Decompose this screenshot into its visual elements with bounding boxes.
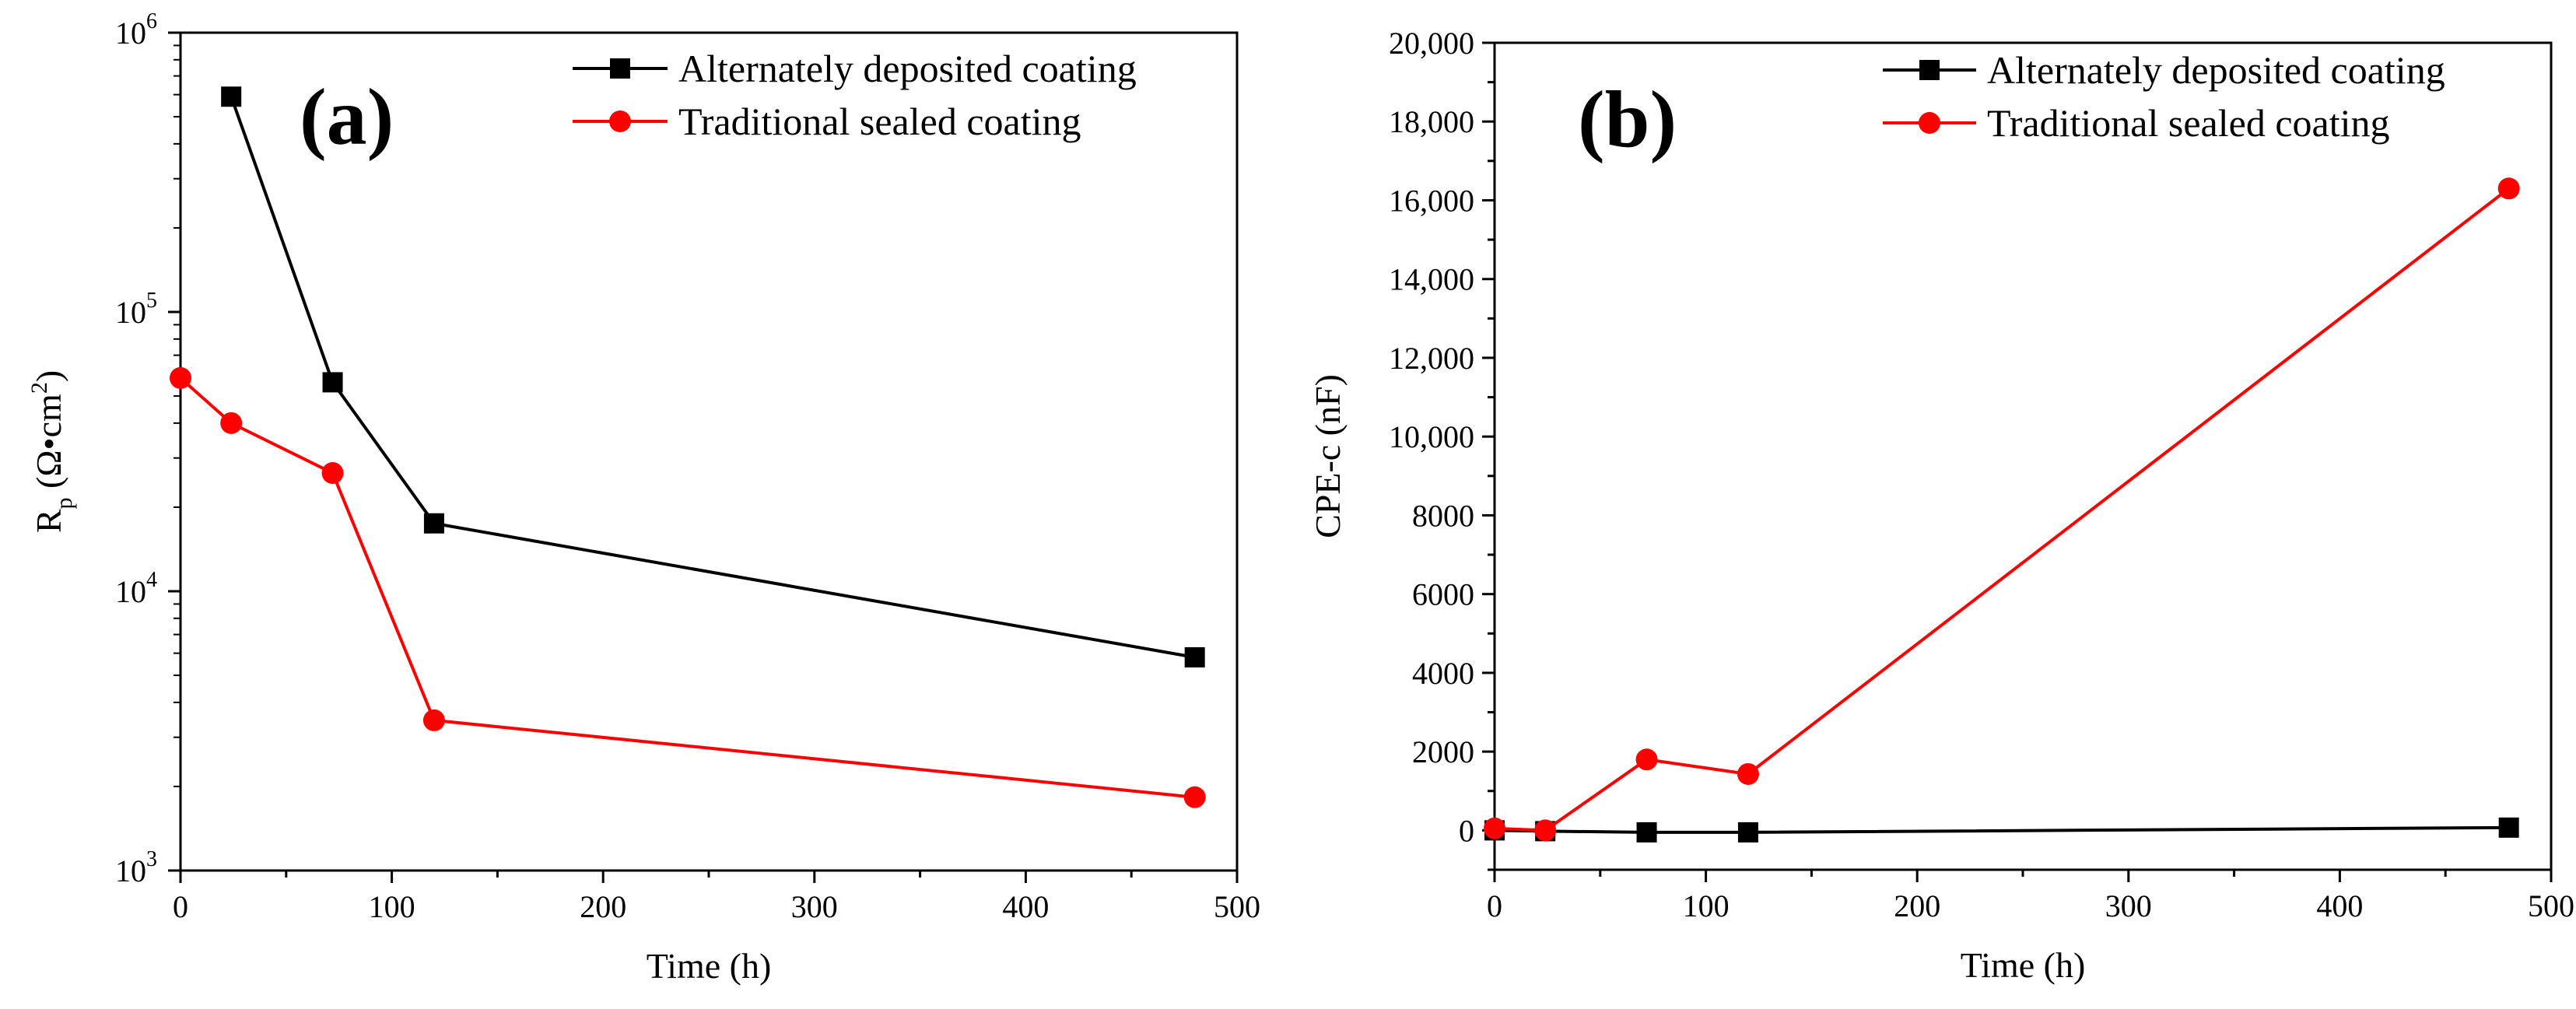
- series-line-1: [1494, 187, 2510, 832]
- y-axis-title-ylabel: R: [29, 509, 68, 533]
- panel-label: (a): [300, 72, 394, 162]
- y-tick-label: 8000: [1412, 498, 1474, 533]
- y-tick-exponent: 5: [146, 289, 157, 313]
- legend-marker-circle: [609, 110, 631, 132]
- legend-label: Traditional sealed coating: [1987, 101, 2389, 145]
- data-point-circle: [1534, 819, 1557, 842]
- x-axis-title: Time (h): [1961, 945, 2086, 985]
- y-tick-exponent: 6: [146, 9, 157, 33]
- y-tick-label: 16,000: [1389, 183, 1474, 218]
- legend-label: Traditional sealed coating: [678, 100, 1081, 143]
- x-tick-label: 100: [1683, 888, 1730, 923]
- y-tick-label: 104: [115, 568, 157, 609]
- data-point-square: [322, 372, 343, 393]
- panel-label: (b): [1578, 75, 1677, 164]
- data-point-circle: [1737, 762, 1759, 785]
- x-tick-label: 500: [2528, 888, 2574, 923]
- y-axis-title: Rp (Ω•cm2): [26, 370, 77, 533]
- series-line-1: [179, 377, 1195, 799]
- x-tick-label: 100: [369, 889, 415, 924]
- y-tick-exponent: 4: [146, 568, 157, 592]
- y-tick-base: 10: [115, 16, 146, 51]
- x-tick-label: 400: [2316, 888, 2363, 923]
- data-point-square: [1184, 646, 1205, 667]
- data-point-square: [1636, 822, 1657, 843]
- data-point-square: [1737, 822, 1758, 843]
- y-tick-exponent: 3: [146, 847, 157, 871]
- y-axis-title-ylabel-unit: (Ω•cm: [29, 394, 68, 498]
- y-axis-title: CPE-c (nF): [1308, 374, 1348, 538]
- data-point-circle: [2497, 177, 2520, 200]
- data-point-circle: [170, 366, 191, 389]
- legend-label: Alternately deposited coating: [1987, 48, 2445, 92]
- data-point-circle: [422, 709, 445, 731]
- x-tick-label: 0: [173, 889, 188, 924]
- y-tick-label: 18,000: [1389, 104, 1474, 139]
- y-tick-label: 12,000: [1389, 341, 1474, 376]
- x-tick-label: 200: [1894, 888, 1940, 923]
- data-point-circle: [220, 412, 243, 434]
- legend-marker-square: [610, 58, 630, 79]
- y-tick-label: 14,000: [1389, 262, 1474, 297]
- y-axis-title-ylabel-sub: p: [51, 497, 77, 509]
- x-axis-title: Time (h): [647, 946, 772, 986]
- data-point-circle: [1183, 786, 1206, 808]
- series-line-0: [230, 96, 1196, 659]
- y-tick-label: 6000: [1412, 577, 1474, 612]
- y-tick-label: 103: [115, 847, 157, 888]
- legend-label: Alternately deposited coating: [678, 47, 1137, 90]
- y-axis-title-ylabel-sup: 2: [26, 382, 52, 394]
- data-point-square: [423, 513, 444, 534]
- x-tick-label: 0: [1487, 888, 1502, 923]
- y-tick-label: 105: [115, 289, 157, 330]
- y-axis-title-ylabel-end: ): [29, 370, 68, 382]
- x-tick-label: 200: [580, 889, 626, 924]
- y-tick-base: 10: [115, 574, 146, 609]
- plot-frame: [1493, 41, 2553, 871]
- data-point-square: [2498, 817, 2519, 838]
- data-point-square: [221, 86, 242, 107]
- y-tick-label: 4000: [1412, 656, 1474, 691]
- legend-marker-circle: [1919, 112, 1940, 134]
- legend-marker-square: [1919, 60, 1940, 80]
- x-tick-label: 400: [1002, 889, 1049, 924]
- y-tick-label: 20,000: [1389, 26, 1474, 61]
- x-tick-label: 300: [791, 889, 838, 924]
- y-tick-base: 10: [115, 295, 146, 330]
- y-tick-label: 106: [115, 9, 157, 51]
- chart-panel-b: 0 100 200 300 400 500 0 2000 4000 6000 8000 10,000 1…: [1308, 26, 2574, 985]
- y-tick-label: 2000: [1412, 734, 1474, 769]
- data-point-circle: [1484, 817, 1505, 839]
- y-tick-base: 10: [115, 853, 146, 888]
- y-tick-label: 10,000: [1389, 419, 1474, 454]
- data-point-circle: [1635, 748, 1658, 771]
- data-point-circle: [321, 462, 344, 485]
- x-tick-label: 300: [2105, 888, 2152, 923]
- x-tick-label: 500: [1214, 889, 1260, 924]
- y-tick-label: 0: [1459, 813, 1474, 848]
